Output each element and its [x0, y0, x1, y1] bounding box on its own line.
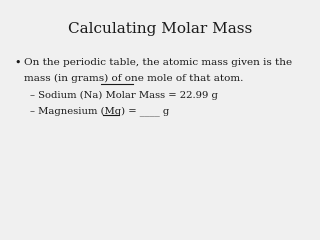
- Text: On the periodic table, the atomic mass given is the: On the periodic table, the atomic mass g…: [24, 58, 292, 67]
- Text: mass (in grams) of one mole of that atom.: mass (in grams) of one mole of that atom…: [24, 74, 244, 83]
- Text: •: •: [14, 58, 20, 68]
- Text: – Magnesium (Mg) = ____ g: – Magnesium (Mg) = ____ g: [30, 106, 169, 116]
- Text: Calculating Molar Mass: Calculating Molar Mass: [68, 22, 252, 36]
- Text: – Sodium (Na) Molar Mass = 22.99 g: – Sodium (Na) Molar Mass = 22.99 g: [30, 91, 218, 100]
